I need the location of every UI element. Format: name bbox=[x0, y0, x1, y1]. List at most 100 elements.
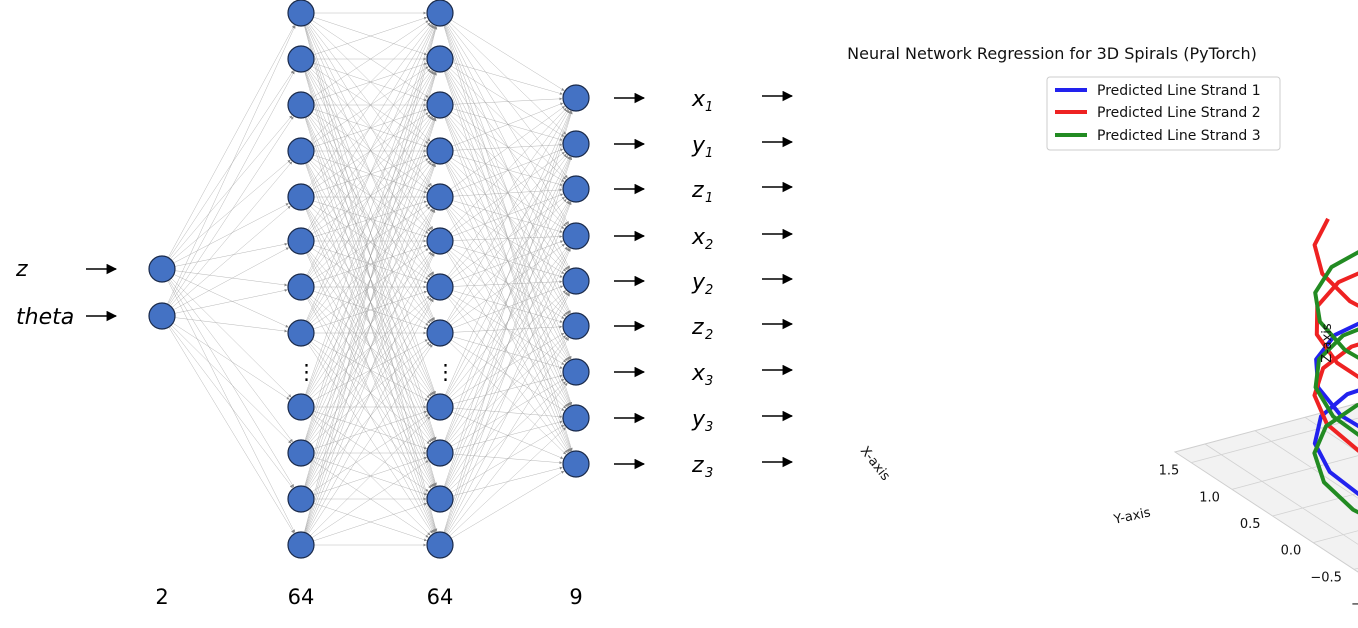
output-neuron bbox=[562, 175, 590, 203]
connection-edge bbox=[311, 203, 429, 280]
connection-edge bbox=[307, 116, 433, 323]
hidden2-neuron bbox=[426, 91, 454, 119]
hidden2-ellipsis: ⋮ bbox=[435, 360, 456, 384]
x-tick-label: −0.5 bbox=[1310, 570, 1342, 585]
connection-edge bbox=[311, 65, 429, 144]
connection-edge bbox=[167, 25, 296, 305]
hidden2-neuron bbox=[426, 273, 454, 301]
connection-edge bbox=[444, 110, 572, 441]
connection-edge bbox=[306, 299, 434, 534]
connection-edge bbox=[173, 203, 289, 264]
connection-edge bbox=[174, 242, 288, 267]
connection-edge bbox=[167, 71, 295, 305]
output-neuron bbox=[562, 84, 590, 112]
connection-edge bbox=[452, 290, 563, 323]
hidden1-neuron bbox=[287, 91, 315, 119]
connection-edge bbox=[450, 196, 565, 280]
connection-edge bbox=[313, 410, 427, 450]
connection-edge bbox=[445, 24, 570, 269]
connection-edge bbox=[313, 502, 427, 542]
connection-edge bbox=[306, 25, 434, 276]
connection-edge bbox=[447, 23, 568, 179]
connection-edge bbox=[169, 279, 293, 443]
hidden1-neuron bbox=[287, 273, 315, 301]
output-subscript: 1 bbox=[705, 191, 713, 206]
connection-edge bbox=[311, 19, 429, 98]
connection-edge bbox=[170, 115, 293, 260]
connection-edge bbox=[167, 25, 295, 258]
connection-edge bbox=[308, 23, 432, 187]
output-subscript: 2 bbox=[705, 238, 713, 253]
legend-label-strand-1: Predicted Line Strand 1 bbox=[1097, 83, 1261, 99]
connection-edge bbox=[448, 198, 567, 324]
hidden1-ellipsis: ⋮ bbox=[296, 360, 317, 384]
connection-edge bbox=[174, 317, 288, 333]
output-label: z bbox=[691, 453, 704, 478]
connection-edge bbox=[313, 16, 427, 56]
connection-edge bbox=[174, 288, 288, 314]
spiral-3d-plot: Neural Network Regression for 3D Spirals… bbox=[847, 44, 1358, 612]
grid-line bbox=[1304, 416, 1358, 453]
connection-edge bbox=[450, 111, 565, 182]
connection-edge bbox=[311, 248, 429, 327]
connection-edge bbox=[445, 248, 571, 534]
connection-edge bbox=[304, 26, 437, 487]
connection-edge bbox=[168, 116, 294, 306]
hidden1-neuron bbox=[287, 137, 315, 165]
connection-edge bbox=[171, 205, 291, 308]
connection-edge bbox=[311, 20, 429, 99]
spiral-strand-3 bbox=[1312, 250, 1358, 515]
connection-edge bbox=[310, 416, 431, 537]
connection-edge bbox=[451, 470, 565, 539]
hidden1-neuron bbox=[287, 319, 315, 347]
connection-edge bbox=[169, 326, 293, 489]
connection-edge bbox=[307, 24, 433, 231]
output-neuron bbox=[562, 358, 590, 386]
connection-edge bbox=[313, 200, 427, 238]
connection-edge bbox=[171, 324, 292, 444]
hidden1-neuron bbox=[287, 45, 315, 73]
connection-edge bbox=[445, 110, 571, 396]
connection-edge bbox=[306, 116, 435, 395]
connection-edge bbox=[313, 244, 427, 284]
connection-edge bbox=[174, 270, 288, 287]
grid-line bbox=[1254, 430, 1358, 499]
output-neuron bbox=[562, 312, 590, 340]
connection-edge bbox=[173, 247, 289, 311]
connection-edge bbox=[173, 274, 289, 328]
connection-edge bbox=[449, 335, 566, 445]
output-subscript: 1 bbox=[705, 146, 713, 161]
connection-edge bbox=[452, 336, 563, 369]
connection-edge bbox=[313, 410, 427, 450]
connection-edge bbox=[313, 456, 427, 496]
connection-edge bbox=[445, 293, 570, 534]
hidden2-neuron bbox=[426, 45, 454, 73]
output-neuron bbox=[562, 404, 590, 432]
connection-edge bbox=[310, 295, 430, 399]
connection-edge bbox=[450, 247, 565, 319]
connection-edge bbox=[311, 459, 429, 538]
connection-edge bbox=[444, 201, 572, 533]
connection-edge bbox=[447, 336, 568, 489]
connection-edge bbox=[446, 200, 569, 397]
connection-edge bbox=[304, 26, 437, 441]
connection-edge bbox=[446, 109, 570, 322]
connection-edge bbox=[308, 69, 432, 231]
connection-edge bbox=[313, 16, 427, 56]
connection-edge bbox=[306, 253, 434, 488]
connection-edge bbox=[445, 208, 570, 452]
connection-edge bbox=[311, 460, 429, 539]
hidden1-neuron bbox=[287, 439, 315, 467]
network-connections bbox=[167, 11, 573, 547]
output-label: y bbox=[691, 270, 706, 295]
connection-edge bbox=[448, 107, 567, 232]
x-tick-label: 1.0 bbox=[1199, 490, 1220, 505]
output-subscript: 3 bbox=[705, 374, 713, 389]
connection-edge bbox=[447, 382, 568, 535]
connection-edge bbox=[310, 205, 431, 324]
connection-edge bbox=[312, 338, 428, 401]
connection-edge bbox=[307, 344, 433, 535]
x-tick-label: 1.5 bbox=[1159, 464, 1180, 479]
connection-edge bbox=[452, 143, 563, 151]
